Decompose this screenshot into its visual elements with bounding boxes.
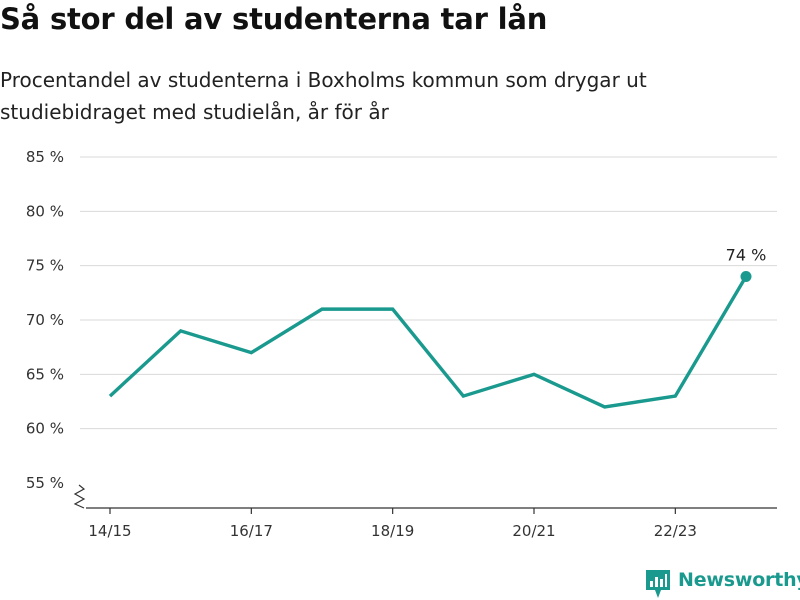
data-point — [740, 271, 752, 283]
y-tick-label: 55 % — [26, 474, 64, 492]
series-line-path — [108, 275, 748, 409]
y-axis-ticks: 55 % 60 % 65 % 70 % 75 % 80 % 85 % — [26, 148, 64, 492]
brand-name: Newsworthy — [678, 569, 800, 591]
newsworthy-logo: Newsworthy — [645, 569, 800, 599]
line-chart: 55 %60 %65 %70 %75 %80 %85 % 14/15 16/17 1… — [26, 148, 777, 540]
x-tick-label: 18/19 — [371, 522, 414, 540]
data-label: 74 % — [726, 246, 767, 265]
x-tick-label: 22/23 — [654, 522, 697, 540]
newsworthy-logo-icon — [646, 570, 670, 598]
y-tick-label: 85 % — [26, 148, 64, 166]
y-tick-label: 60 % — [26, 420, 64, 438]
x-tick-label: 20/21 — [512, 522, 555, 540]
y-tick-label: 80 % — [26, 202, 64, 220]
series-line — [108, 271, 752, 409]
x-tick-label: 16/17 — [230, 522, 273, 540]
axis-break-icon — [73, 484, 86, 509]
chart-subtitle: Procentandel av studenterna i Boxholms k… — [0, 68, 647, 124]
x-axis — [73, 484, 777, 509]
chart-title: Så stor del av studenterna tar lån — [0, 2, 548, 36]
annotations: 74 % — [726, 246, 767, 265]
y-tick-label: 70 % — [26, 311, 64, 329]
gridlines — [80, 156, 777, 430]
y-tick-label: 75 % — [26, 257, 64, 275]
y-tick-label: 65 % — [26, 365, 64, 383]
x-axis-ticks: 14/15 16/17 18/19 20/21 22/23 — [88, 508, 697, 540]
x-tick-label: 14/15 — [88, 522, 131, 540]
